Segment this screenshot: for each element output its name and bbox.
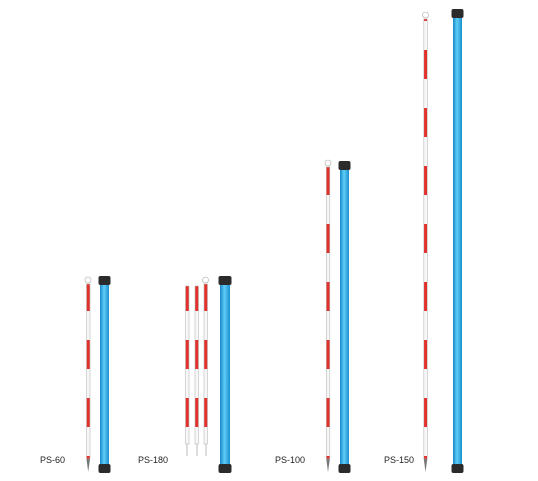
striped-rod [185, 285, 190, 445]
tube-cap [338, 161, 351, 170]
tube-cap [338, 464, 351, 473]
rod-knob [422, 11, 429, 19]
striped-rod [203, 283, 208, 445]
blue-tube [453, 14, 462, 468]
product-label: PS-100 [275, 455, 305, 465]
rod-knob [84, 276, 92, 284]
blue-tube [100, 282, 109, 468]
product-ps-180: PS-180 [138, 276, 232, 473]
product-ps-100: PS-100 [275, 159, 351, 473]
product-ps-60: PS-60 [40, 276, 111, 473]
rod-tip [86, 459, 90, 472]
rod-tip [423, 459, 428, 472]
blue-tube [220, 282, 230, 468]
tube-cap [98, 464, 111, 473]
tube-cap [451, 464, 464, 473]
rod-knob [202, 276, 209, 284]
tube-cap [451, 9, 464, 18]
product-label: PS-180 [138, 455, 168, 465]
product-label: PS-150 [384, 455, 414, 465]
rod-tip [326, 459, 330, 472]
striped-rod [194, 285, 199, 445]
striped-rod [86, 283, 91, 460]
tube-cap [218, 464, 232, 473]
product-label: PS-60 [40, 455, 65, 465]
rod-knob [324, 159, 332, 167]
striped-rod [423, 18, 428, 460]
product-ps-150: PS-150 [384, 9, 464, 473]
tube-cap [218, 276, 232, 285]
blue-tube [340, 166, 349, 468]
striped-rod [325, 166, 331, 460]
tube-cap [98, 276, 111, 285]
